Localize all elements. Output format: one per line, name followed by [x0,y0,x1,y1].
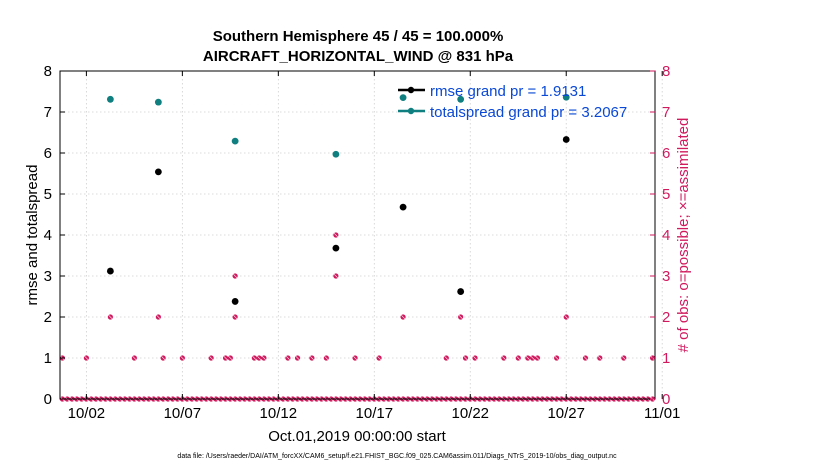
x-tick-label: 10/22 [451,405,489,422]
obs-assimilated-cross [285,355,290,361]
x-tick-label: 11/01 [644,405,680,422]
right-y-tick-label: 5 [662,186,670,203]
obs-assimilated-cross [252,355,257,361]
right-y-tick-label: 6 [662,145,670,162]
obs-assimilated-cross [84,355,89,361]
legend-totalspread-marker [407,107,415,115]
obs-assimilated-cross [564,314,569,320]
totalspread-point [332,150,340,158]
x-tick-label: 10/02 [68,405,106,422]
obs-assimilated-cross [156,314,161,320]
totalspread-point [399,94,407,102]
obs-assimilated-cross [132,355,137,361]
x-tick-label: 10/07 [164,405,202,422]
obs-assimilated-cross [333,232,338,238]
obs-assimilated-cross [209,355,214,361]
data-file-footnote: data file: /Users/raeder/DAI/ATM_forcXX/… [177,453,617,460]
left-y-axis-ticks: 0 1 2 3 4 5 6 7 8 [44,63,65,408]
left-y-axis-label: rmse and totalspread [24,165,41,306]
left-y-tick-label: 1 [44,350,52,367]
left-y-tick-label: 3 [44,268,52,285]
left-y-tick-label: 6 [44,145,52,162]
obs-assimilated-cross [353,355,358,361]
right-y-tick-label: 1 [662,350,670,367]
right-y-tick-label: 8 [662,63,670,80]
obs-assimilated-cross [554,355,559,361]
obs-assimilated-cross [458,314,463,320]
totalspread-point [106,95,114,103]
obs-assimilated-cross [597,355,602,361]
obs-assimilated-cross [295,355,300,361]
obs-assimilated-cross [233,314,238,320]
rmse-point [154,168,162,176]
obs-assimilated-cross [525,355,530,361]
rmse-point [562,136,570,143]
obs-assimilated-cross [261,355,266,361]
obs-assimilated-cross [223,355,228,361]
obs-assimilated-cross [401,314,406,320]
chart-title: Southern Hemisphere 45 / 45 = 100.000% [213,28,504,45]
obs-assimilated-cross [309,355,314,361]
rmse-point [457,288,465,295]
legend-totalspread-label: totalspread grand pr = 3.2067 [430,104,627,121]
left-y-tick-label: 7 [44,104,52,121]
rmse-point [399,203,407,211]
rmse-point [231,298,239,305]
x-axis-label: Oct.01,2019 00:00:00 start [268,428,446,445]
right-y-axis-ticks: 0 1 2 3 4 5 6 7 8 [650,63,670,408]
obs-assimilated-cross [463,355,468,361]
chart-subtitle: AIRCRAFT_HORIZONTAL_WIND @ 831 hPa [203,48,514,65]
obs-assimilated-cross [228,355,233,361]
rmse-point [332,244,340,252]
left-y-tick-label: 8 [44,63,52,80]
obs-assimilated-cross [161,355,166,361]
totalspread-point [562,93,570,101]
x-tick-label: 10/27 [547,405,585,422]
obs-assimilated-cross [257,355,262,361]
obs-assimilated-cross [444,355,449,361]
obs-assimilated-cross [233,273,238,279]
right-y-tick-label: 7 [662,104,670,121]
obs-assimilated-cross [535,355,540,361]
totalspread-point [457,95,465,103]
obs-assimilated-cross [583,355,588,361]
totalspread-point [231,137,239,145]
right-y-tick-label: 4 [662,227,670,244]
right-y-tick-label: 3 [662,268,670,285]
obs-assimilated-cross [180,355,185,361]
legend-rmse-label: rmse grand pr = 1.9131 [430,83,586,100]
obs-assimilated-cross [377,355,382,361]
obs-assimilated-cross [108,314,113,320]
left-y-tick-label: 2 [44,309,52,326]
x-tick-label: 10/12 [260,405,298,422]
obs-assimilated-cross [530,355,535,361]
right-y-tick-label: 2 [662,309,670,326]
x-tick-label: 10/17 [356,405,394,422]
left-y-tick-label: 0 [44,391,52,408]
obs-assimilated-cross [324,355,329,361]
obs-assimilated-cross [516,355,521,361]
right-y-axis-label: # of obs: o=possible; ×=assimilated [675,118,692,353]
left-y-tick-label: 4 [44,227,52,244]
rmse-point [106,267,114,275]
legend: rmse grand pr = 1.9131 totalspread grand… [398,83,627,121]
x-axis-ticks: 10/02 10/07 10/12 10/17 10/22 10/27 11/01 [68,71,680,422]
obs-assimilated-cross [621,355,626,361]
totalspread-point [154,98,162,106]
obs-assimilated-cross [333,273,338,279]
obs-assimilated-cross [473,355,478,361]
legend-rmse-marker [407,86,415,94]
series-points [106,93,570,305]
right-y-tick-label: 0 [662,391,670,408]
left-y-tick-label: 5 [44,186,52,203]
obs-assimilated-cross [501,355,506,361]
